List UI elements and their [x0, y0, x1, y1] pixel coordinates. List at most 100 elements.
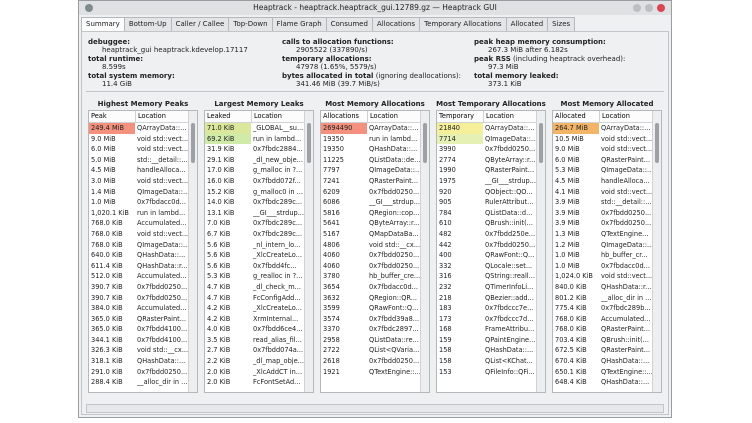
- table-row[interactable]: 920 QObject::QO...: [437, 187, 545, 198]
- table-row[interactable]: 159 QPaintEngine...: [437, 335, 545, 346]
- table-row[interactable]: 3370 0x7fbdc2897...: [321, 324, 429, 335]
- table-row[interactable]: 4.2 KiB _XlcCreateLo...: [205, 303, 313, 314]
- table-row[interactable]: 4.2 KiB XrmInternal...: [205, 314, 313, 325]
- scrollbar[interactable]: [420, 111, 429, 392]
- table-row[interactable]: 19350 QHashData::...: [321, 144, 429, 155]
- maximize-button[interactable]: [645, 4, 653, 12]
- column-header[interactable]: Location: [368, 111, 425, 122]
- tab[interactable]: Allocated: [506, 17, 549, 32]
- table-row[interactable]: 2.2 KiB _dl_map_obje...: [205, 356, 313, 367]
- table-row[interactable]: 29.1 KiB _dl_new_obje...: [205, 155, 313, 166]
- table-row[interactable]: 1.0 MiB 0x7fbdacc0d...: [553, 261, 661, 272]
- table-row[interactable]: 6209 0x7fbdd0250...: [321, 187, 429, 198]
- scrollbar-handle[interactable]: [539, 123, 543, 163]
- table-row[interactable]: 5.6 KiB _XlcCreateLo...: [205, 250, 313, 261]
- table-row[interactable]: 5.0 MiB std::__detail::...: [89, 155, 197, 166]
- table-row[interactable]: 1.4 MiB QImageData::...: [89, 187, 197, 198]
- scrollbar[interactable]: [304, 111, 313, 392]
- table-row[interactable]: 6.0 MiB void std::vect...: [89, 144, 197, 155]
- table-row[interactable]: 610 QBrush::init(...: [437, 218, 545, 229]
- table-row[interactable]: 173 0x7fbdccc7d...: [437, 314, 545, 325]
- table-row[interactable]: 2.0 KiB FcFontSetAd...: [205, 377, 313, 388]
- table-row[interactable]: 768.0 KiB void std::vect...: [89, 229, 197, 240]
- table-row[interactable]: 1.3 MiB QTextEngine...: [553, 229, 661, 240]
- table-row[interactable]: 9.0 MiB void std::vect...: [553, 144, 661, 155]
- table-row[interactable]: 670.4 KiB QHashData::...: [553, 356, 661, 367]
- table-row[interactable]: 512.0 KiB Accumulated...: [89, 271, 197, 282]
- table-row[interactable]: 4060 0x7fbdd0250...: [321, 261, 429, 272]
- table-row[interactable]: 7241 QRasterPaint...: [321, 176, 429, 187]
- table-row[interactable]: 840.0 KiB QHashData::r...: [553, 282, 661, 293]
- table-row[interactable]: 318.1 KiB QHashData::...: [89, 356, 197, 367]
- tab[interactable]: Sizes: [548, 17, 576, 32]
- table-row[interactable]: 1.2 MiB QImageData::...: [553, 240, 661, 251]
- table-row[interactable]: 703.4 KiB QBrush::init(...: [553, 335, 661, 346]
- table-row[interactable]: 14.0 KiB 0x7fbdc289c...: [205, 197, 313, 208]
- table-row[interactable]: 640.0 KiB QHashData::...: [89, 250, 197, 261]
- table-row[interactable]: 2774 QByteArray::r...: [437, 155, 545, 166]
- table-row[interactable]: 249.4 MiB QArrayData::...: [89, 123, 197, 134]
- tab[interactable]: Temporary Allocations: [420, 17, 507, 32]
- table-row[interactable]: 4.7 KiB _dl_check_m...: [205, 282, 313, 293]
- column-header[interactable]: Location: [600, 111, 657, 122]
- table-row[interactable]: 672.5 KiB QRasterPaint...: [553, 345, 661, 356]
- table-row[interactable]: 291.0 KiB 0x7fbdd0250...: [89, 367, 197, 378]
- column-header[interactable]: Location: [484, 111, 541, 122]
- table-row[interactable]: 3.0 MiB void std::vect...: [89, 176, 197, 187]
- table-row[interactable]: 2.0 KiB _XlcAddCT in...: [205, 367, 313, 378]
- table-row[interactable]: 768.0 KiB Accumulated...: [89, 218, 197, 229]
- table-row[interactable]: 801.2 KiB __alloc_dir in ...: [553, 293, 661, 304]
- table-row[interactable]: 3780 hb_buffer_cre...: [321, 271, 429, 282]
- table-row[interactable]: 390.7 KiB 0x7fbdd0250...: [89, 282, 197, 293]
- table-row[interactable]: 5816 QRegion::cop...: [321, 208, 429, 219]
- table-row[interactable]: 232 QTimerInfoLi...: [437, 282, 545, 293]
- table-row[interactable]: 2722 QList<QVaria...: [321, 345, 429, 356]
- table-row[interactable]: 1975 __GI___strdup...: [437, 176, 545, 187]
- table-row[interactable]: 365.0 KiB 0x7fbdd4100...: [89, 324, 197, 335]
- table-row[interactable]: 21840 QArrayData::...: [437, 123, 545, 134]
- table-row[interactable]: 4060 0x7fbdd0250...: [321, 250, 429, 261]
- tab[interactable]: Bottom-Up: [124, 17, 172, 32]
- table-row[interactable]: 3599 QRawFont::Q...: [321, 303, 429, 314]
- table-row[interactable]: 2694490 QArrayData::...: [321, 123, 429, 134]
- table-row[interactable]: 1,020.1 KiB run in lambd...: [89, 208, 197, 219]
- table-row[interactable]: 400 QRawFont::Q...: [437, 250, 545, 261]
- column-header[interactable]: Peak: [89, 111, 136, 122]
- table-row[interactable]: 15.2 KiB g_malloc0 in ...: [205, 187, 313, 198]
- table-row[interactable]: 7797 QImageData::...: [321, 165, 429, 176]
- table-row[interactable]: 11225 QListData::de...: [321, 155, 429, 166]
- column-header[interactable]: Allocations: [321, 111, 368, 122]
- table-row[interactable]: 264.7 MiB QArrayData::...: [553, 123, 661, 134]
- table-row[interactable]: 19350 run in lambd...: [321, 134, 429, 145]
- table-row[interactable]: 3.9 MiB 0x7fbdd0250...: [553, 218, 661, 229]
- table-row[interactable]: 6.0 MiB QRasterPaint...: [553, 155, 661, 166]
- table-row[interactable]: 775.4 KiB 0x7fbdc289b...: [553, 303, 661, 314]
- table-row[interactable]: 158 QList<KChat...: [437, 356, 545, 367]
- table-row[interactable]: 5.3 KiB g_realloc in ?...: [205, 271, 313, 282]
- table-row[interactable]: 3632 QRegion::QR...: [321, 293, 429, 304]
- column-header[interactable]: Location: [136, 111, 193, 122]
- table-row[interactable]: 1,024.0 KiB void std::vect...: [553, 271, 661, 282]
- table-row[interactable]: 1.0 MiB hb_buffer_cr...: [553, 250, 661, 261]
- table-row[interactable]: 5.6 KiB _nl_intern_lo...: [205, 240, 313, 251]
- table-row[interactable]: 390.7 KiB 0x7fbdd0250...: [89, 293, 197, 304]
- table-row[interactable]: 183 0x7fbdccc7e...: [437, 303, 545, 314]
- table-row[interactable]: 17.0 KiB g_malloc in ?...: [205, 165, 313, 176]
- table-row[interactable]: 768.0 KiB QImageData::...: [89, 240, 197, 251]
- scrollbar-handle[interactable]: [655, 123, 659, 163]
- table-row[interactable]: 905 RulerAttribut...: [437, 197, 545, 208]
- table-row[interactable]: 69.2 KiB run in lambd...: [205, 133, 313, 145]
- table-row[interactable]: 5.3 MiB QImageData::...: [553, 165, 661, 176]
- column-header[interactable]: Location: [252, 111, 309, 122]
- table-row[interactable]: 4.0 KiB 0x7fbdd6ce4...: [205, 324, 313, 335]
- table-row[interactable]: 13.1 KiB __GI___strdup...: [205, 208, 313, 219]
- table-row[interactable]: 6.7 KiB 0x7fbdc289c...: [205, 229, 313, 240]
- scrollbar[interactable]: [188, 111, 197, 392]
- table-row[interactable]: 482 0x7fbdd250e...: [437, 229, 545, 240]
- table-row[interactable]: 1990 QRasterPaint...: [437, 165, 545, 176]
- table-row[interactable]: 7.0 KiB 0x7fbdc289c...: [205, 218, 313, 229]
- table-row[interactable]: 768.0 KiB QRasterPaint...: [553, 324, 661, 335]
- column-header[interactable]: Leaked: [205, 111, 252, 122]
- table-row[interactable]: 611.4 KiB QHashData::r...: [89, 261, 197, 272]
- table-row[interactable]: 3654 0x7fbdacc0d...: [321, 282, 429, 293]
